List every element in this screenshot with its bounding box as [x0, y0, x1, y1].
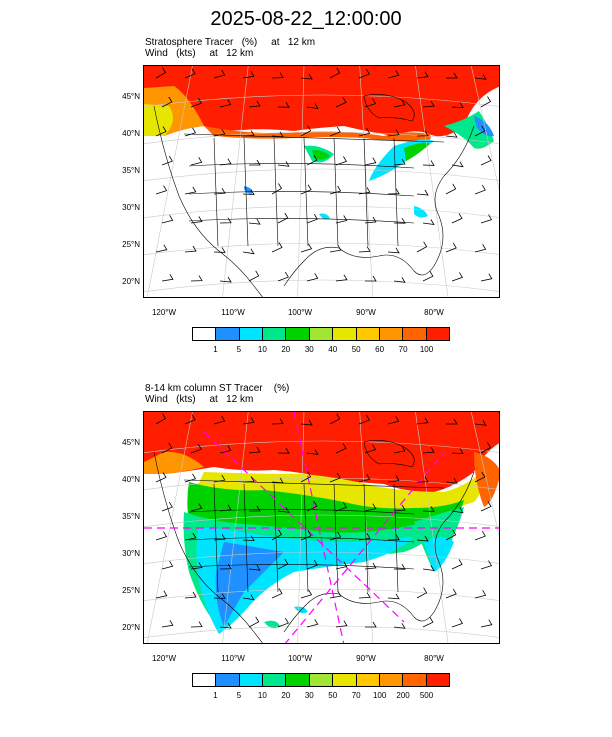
colorbar-swatch	[403, 328, 427, 340]
colorbar-tick-label: 500	[419, 691, 434, 700]
lon-label-100w: 100°W	[287, 654, 313, 663]
lat-label-45n: 45°N	[122, 92, 140, 101]
colorbar-tick-label: 50	[351, 345, 361, 354]
lon-label-80w: 80°W	[424, 308, 444, 317]
colorbar-swatch	[239, 328, 264, 340]
colorbar-swatch	[193, 674, 217, 686]
lon-label-100w: 100°W	[287, 308, 313, 317]
colorbar-tick-label: 5	[236, 345, 242, 354]
lat-label-45n: 45°N	[122, 438, 140, 447]
lat-label-40n: 40°N	[122, 475, 140, 484]
colorbar-swatch	[263, 328, 287, 340]
colorbar-tick-label: 10	[257, 345, 267, 354]
colorbar-tick-label: 50	[328, 691, 338, 700]
lon-label-120w: 120°W	[151, 308, 177, 317]
colorbar-tick-label: 30	[304, 345, 314, 354]
colorbar-swatch	[333, 328, 357, 340]
panel1-title-line2: Wind (kts) at 12 km	[145, 48, 254, 59]
lat-label-25n: 25°N	[122, 586, 140, 595]
graticule-1	[144, 66, 499, 297]
colorbar-swatch	[309, 674, 334, 686]
wind-barbs-1	[155, 67, 493, 283]
panel2-title-line1: 8-14 km column ST Tracer (%)	[145, 383, 290, 394]
panel2-title-line2: Wind (kts) at 12 km	[145, 394, 254, 405]
lat-label-20n: 20°N	[122, 623, 140, 632]
colorbar-tick-label: 70	[398, 345, 408, 354]
tracer-field-1	[144, 66, 499, 220]
lat-label-30n: 30°N	[122, 203, 140, 212]
panel2-title: 8-14 km column ST Tracer (%) Wind (kts) …	[145, 383, 289, 405]
figure-title: 2025-08-22_12:00:00	[210, 8, 402, 30]
lat-label-25n: 25°N	[122, 240, 140, 249]
colorbar-tick-label: 60	[375, 345, 385, 354]
lon-label-90w: 90°W	[356, 308, 376, 317]
colorbar-swatch	[356, 674, 380, 686]
colorbar-swatch	[193, 328, 217, 340]
colorbar-swatch	[309, 328, 334, 340]
colorbar-tick-label: 40	[328, 345, 338, 354]
lon-label-120w: 120°W	[151, 654, 177, 663]
colorbar-swatch	[216, 674, 240, 686]
colorbar-tick-label: 70	[351, 691, 361, 700]
colorbar-tick-label: 100	[419, 345, 434, 354]
colorbar-tick-label: 30	[304, 691, 314, 700]
tracer-field-2	[144, 412, 499, 634]
colorbar-swatch	[239, 674, 264, 686]
colorbar-tick-label: 20	[281, 691, 291, 700]
wind-barbs-2	[155, 413, 493, 629]
lat-label-20n: 20°N	[122, 277, 140, 286]
lat-label-30n: 30°N	[122, 549, 140, 558]
lat-label-35n: 35°N	[122, 512, 140, 521]
colorbar-tick-label: 1	[213, 691, 218, 700]
lon-label-110w: 110°W	[221, 308, 245, 317]
colorbar-swatch	[263, 674, 287, 686]
colorbar-tick-label: 20	[281, 345, 291, 354]
panel1-title-line1: Stratosphere Tracer (%) at 12 km	[145, 37, 316, 48]
lat-label-35n: 35°N	[122, 166, 140, 175]
colorbar-swatch	[426, 674, 449, 686]
colorbar-swatch	[379, 674, 404, 686]
map2-svg	[144, 412, 499, 643]
colorbar-swatch	[379, 328, 404, 340]
colorbar-swatch	[403, 674, 427, 686]
colorbar-2	[192, 673, 450, 687]
colorbar-tick-label: 1	[213, 345, 218, 354]
colorbar-swatch	[333, 674, 357, 686]
colorbar-swatch	[216, 328, 240, 340]
lat-label-40n: 40°N	[122, 129, 140, 138]
map1-svg	[144, 66, 499, 297]
map-panel-1	[143, 65, 500, 298]
colorbar-tick-label: 200	[396, 691, 410, 700]
panel1-title: Stratosphere Tracer (%) at 12 km Wind (k…	[145, 37, 315, 59]
colorbar-tick-label: 5	[236, 691, 242, 700]
lon-label-110w: 110°W	[221, 654, 245, 663]
colorbar-swatch	[356, 328, 380, 340]
lon-label-90w: 90°W	[356, 654, 376, 663]
state-borders-1	[153, 94, 475, 297]
lon-label-80w: 80°W	[424, 654, 444, 663]
colorbar-swatch	[286, 328, 310, 340]
colorbar-tick-label: 10	[257, 691, 267, 700]
colorbar-tick-label: 100	[372, 691, 387, 700]
colorbar-swatch	[286, 674, 310, 686]
colorbar-1	[192, 327, 450, 341]
colorbar-swatch	[426, 328, 449, 340]
map-panel-2	[143, 411, 500, 644]
cross-section-lines	[144, 412, 499, 643]
